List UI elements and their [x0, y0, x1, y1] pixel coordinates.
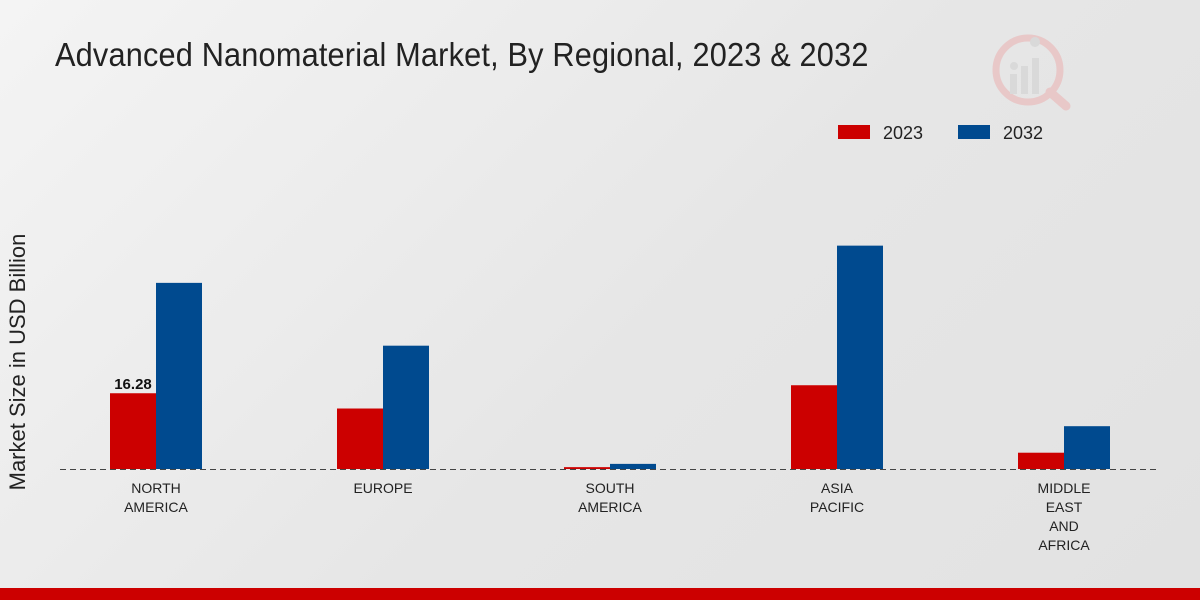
x-tick-label-2-1: AMERICA — [578, 499, 642, 515]
legend-swatch-2032 — [958, 125, 990, 139]
legend-swatch-2023 — [838, 125, 870, 139]
bar-2023-3 — [791, 385, 837, 469]
x-tick-label-3-1: PACIFIC — [810, 499, 864, 515]
x-tick-label-1-0: EUROPE — [353, 480, 412, 496]
bar-2023-2 — [564, 467, 610, 469]
bar-2032-2 — [610, 463, 656, 469]
legend-label-2032: 2032 — [1003, 123, 1043, 143]
x-tick-label-4-0: MIDDLE — [1038, 480, 1091, 496]
chart-title: Advanced Nanomaterial Market, By Regiona… — [55, 36, 869, 73]
x-tick-label-4-1: EAST — [1046, 499, 1083, 515]
footer-bar — [0, 588, 1200, 600]
brand-logo-icon — [990, 30, 1074, 119]
bar-2032-1 — [383, 345, 429, 469]
x-tick-label-0-0: NORTH — [131, 480, 181, 496]
x-tick-label-4-3: AFRICA — [1038, 537, 1090, 553]
legend-label-2023: 2023 — [883, 123, 923, 143]
bar-2032-4 — [1064, 426, 1110, 469]
data-label-0-0: 16.28 — [114, 376, 152, 393]
bar-2023-0 — [110, 393, 156, 469]
bar-2032-0 — [156, 282, 202, 469]
x-tick-label-4-2: AND — [1049, 518, 1079, 534]
y-axis-label: Market Size in USD Billion — [5, 234, 30, 491]
x-tick-label-2-0: SOUTH — [586, 480, 635, 496]
bar-2023-1 — [337, 408, 383, 469]
bar-2032-3 — [837, 245, 883, 469]
x-tick-label-3-0: ASIA — [821, 480, 854, 496]
bar-2023-4 — [1018, 452, 1064, 469]
x-tick-label-0-1: AMERICA — [124, 499, 188, 515]
